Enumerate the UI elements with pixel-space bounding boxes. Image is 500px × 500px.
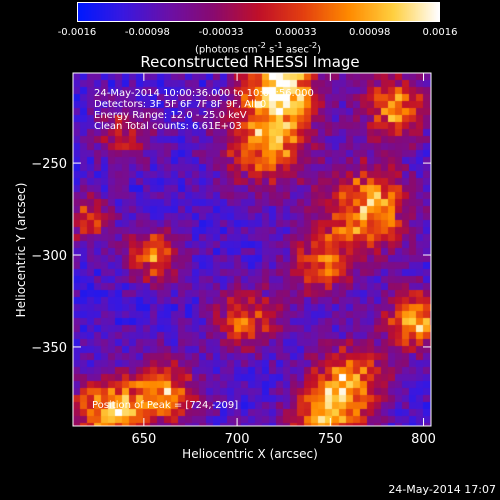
y-tick-label: −350: [31, 341, 67, 356]
x-tick-label: 700: [225, 432, 250, 447]
colorbar-tick-label: 0.00098: [348, 27, 391, 38]
annotation-line: Clean Total counts: 6.61E+03: [94, 121, 242, 132]
y-tick-label: −250: [31, 157, 67, 172]
colorbar-tick-label: -0.00033: [198, 27, 244, 38]
colorbar-tick-label: -0.00098: [124, 27, 170, 38]
colorbar-tick-label: -0.0016: [57, 27, 97, 38]
colorbar-tick-label: 0.00033: [275, 27, 317, 38]
x-tick-label: 800: [411, 432, 436, 447]
y-tick-label: −300: [31, 249, 67, 264]
timestamp: 24-May-2014 17:07: [388, 483, 496, 496]
x-tick-label: 650: [131, 432, 156, 447]
x-tick-label: 750: [318, 432, 343, 447]
annotations: 24-May-2014 10:00:36.000 to 10:02:56.000…: [94, 88, 314, 132]
annotation-line: Energy Range: 12.0 - 25.0 keV: [94, 110, 247, 121]
y-axis-title: Heliocentric Y (arcsec): [14, 183, 28, 318]
chart-title: Reconstructed RHESSI Image: [140, 53, 360, 71]
heatmap-image: [73, 73, 431, 426]
colorbar-units: (photons cm-2 s-1 asec-2): [194, 40, 322, 56]
y-axis: −250 −300 −350: [31, 157, 431, 356]
colorbar-gradient: [78, 3, 439, 21]
colorbar: [77, 2, 440, 22]
peak-position-label: Position of Peak = [724,-209]: [92, 400, 238, 411]
plot-frame: [72, 72, 432, 427]
annotation-line: Detectors: 3F 5F 6F 7F 8F 9F, All 0: [94, 99, 266, 110]
x-axis-title: Heliocentric X (arcsec): [182, 447, 318, 461]
x-axis: 650 700 750 800: [131, 73, 436, 447]
colorbar-tick-label: 0.0016: [422, 27, 458, 38]
annotation-line: 24-May-2014 10:00:36.000 to 10:02:56.000: [94, 88, 314, 99]
